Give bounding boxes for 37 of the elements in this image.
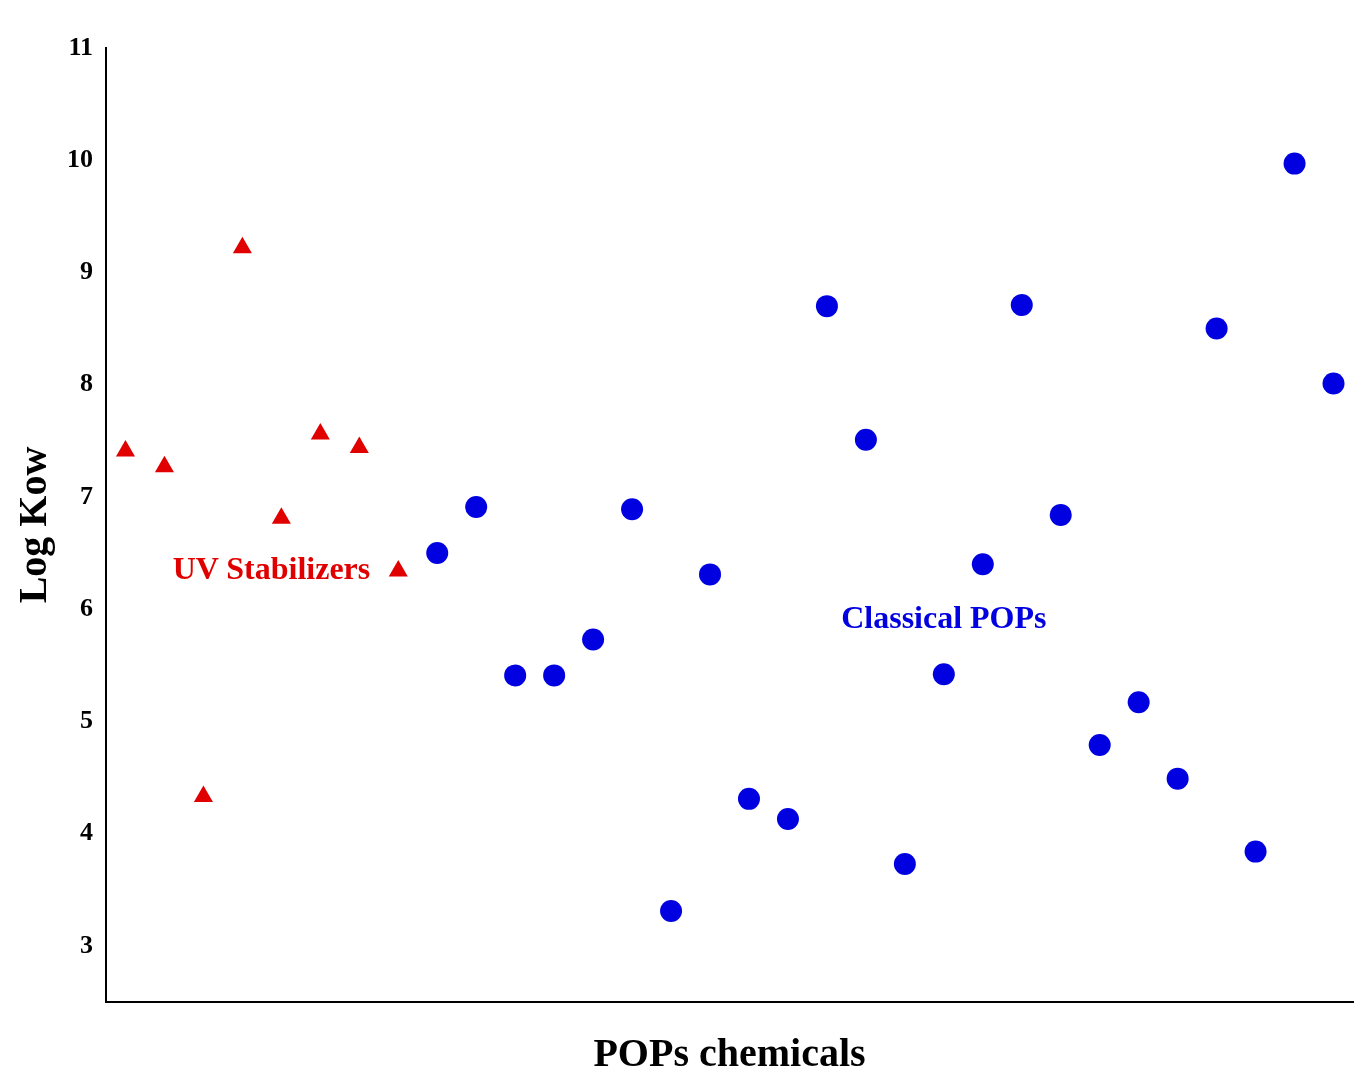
y-tick-label: 9	[80, 256, 93, 286]
y-tick-label: 8	[80, 368, 93, 398]
point	[621, 498, 644, 521]
point	[465, 496, 488, 519]
point	[1283, 152, 1306, 175]
point	[1205, 317, 1228, 340]
y-tick-label: 3	[80, 929, 93, 959]
point	[699, 563, 722, 586]
point	[971, 553, 994, 576]
point	[1088, 733, 1111, 756]
series-label: UV Stabilizers	[172, 550, 371, 587]
point	[776, 808, 799, 831]
point	[1127, 691, 1150, 714]
point	[1049, 503, 1072, 526]
point	[1322, 372, 1345, 395]
point	[1166, 767, 1189, 790]
point	[1010, 294, 1033, 317]
point	[582, 628, 605, 651]
point	[660, 900, 683, 923]
y-tick-label: 5	[80, 705, 93, 735]
point	[543, 664, 566, 687]
point	[815, 295, 838, 318]
series-label: Classical POPs	[841, 599, 1047, 636]
y-tick-label: 6	[80, 592, 93, 622]
point	[737, 787, 760, 810]
y-axis-title: Log Kow	[10, 446, 56, 604]
point	[854, 428, 877, 451]
y-tick-label: 7	[80, 480, 93, 510]
y-tick-label: 4	[80, 817, 93, 847]
point	[1244, 840, 1267, 863]
point	[893, 852, 916, 875]
y-tick-label: 10	[67, 143, 93, 173]
point	[932, 663, 955, 686]
x-axis-title: POPs chemicals	[593, 1030, 866, 1076]
point	[504, 664, 527, 687]
y-tick-label: 11	[68, 31, 93, 61]
point	[426, 542, 449, 565]
